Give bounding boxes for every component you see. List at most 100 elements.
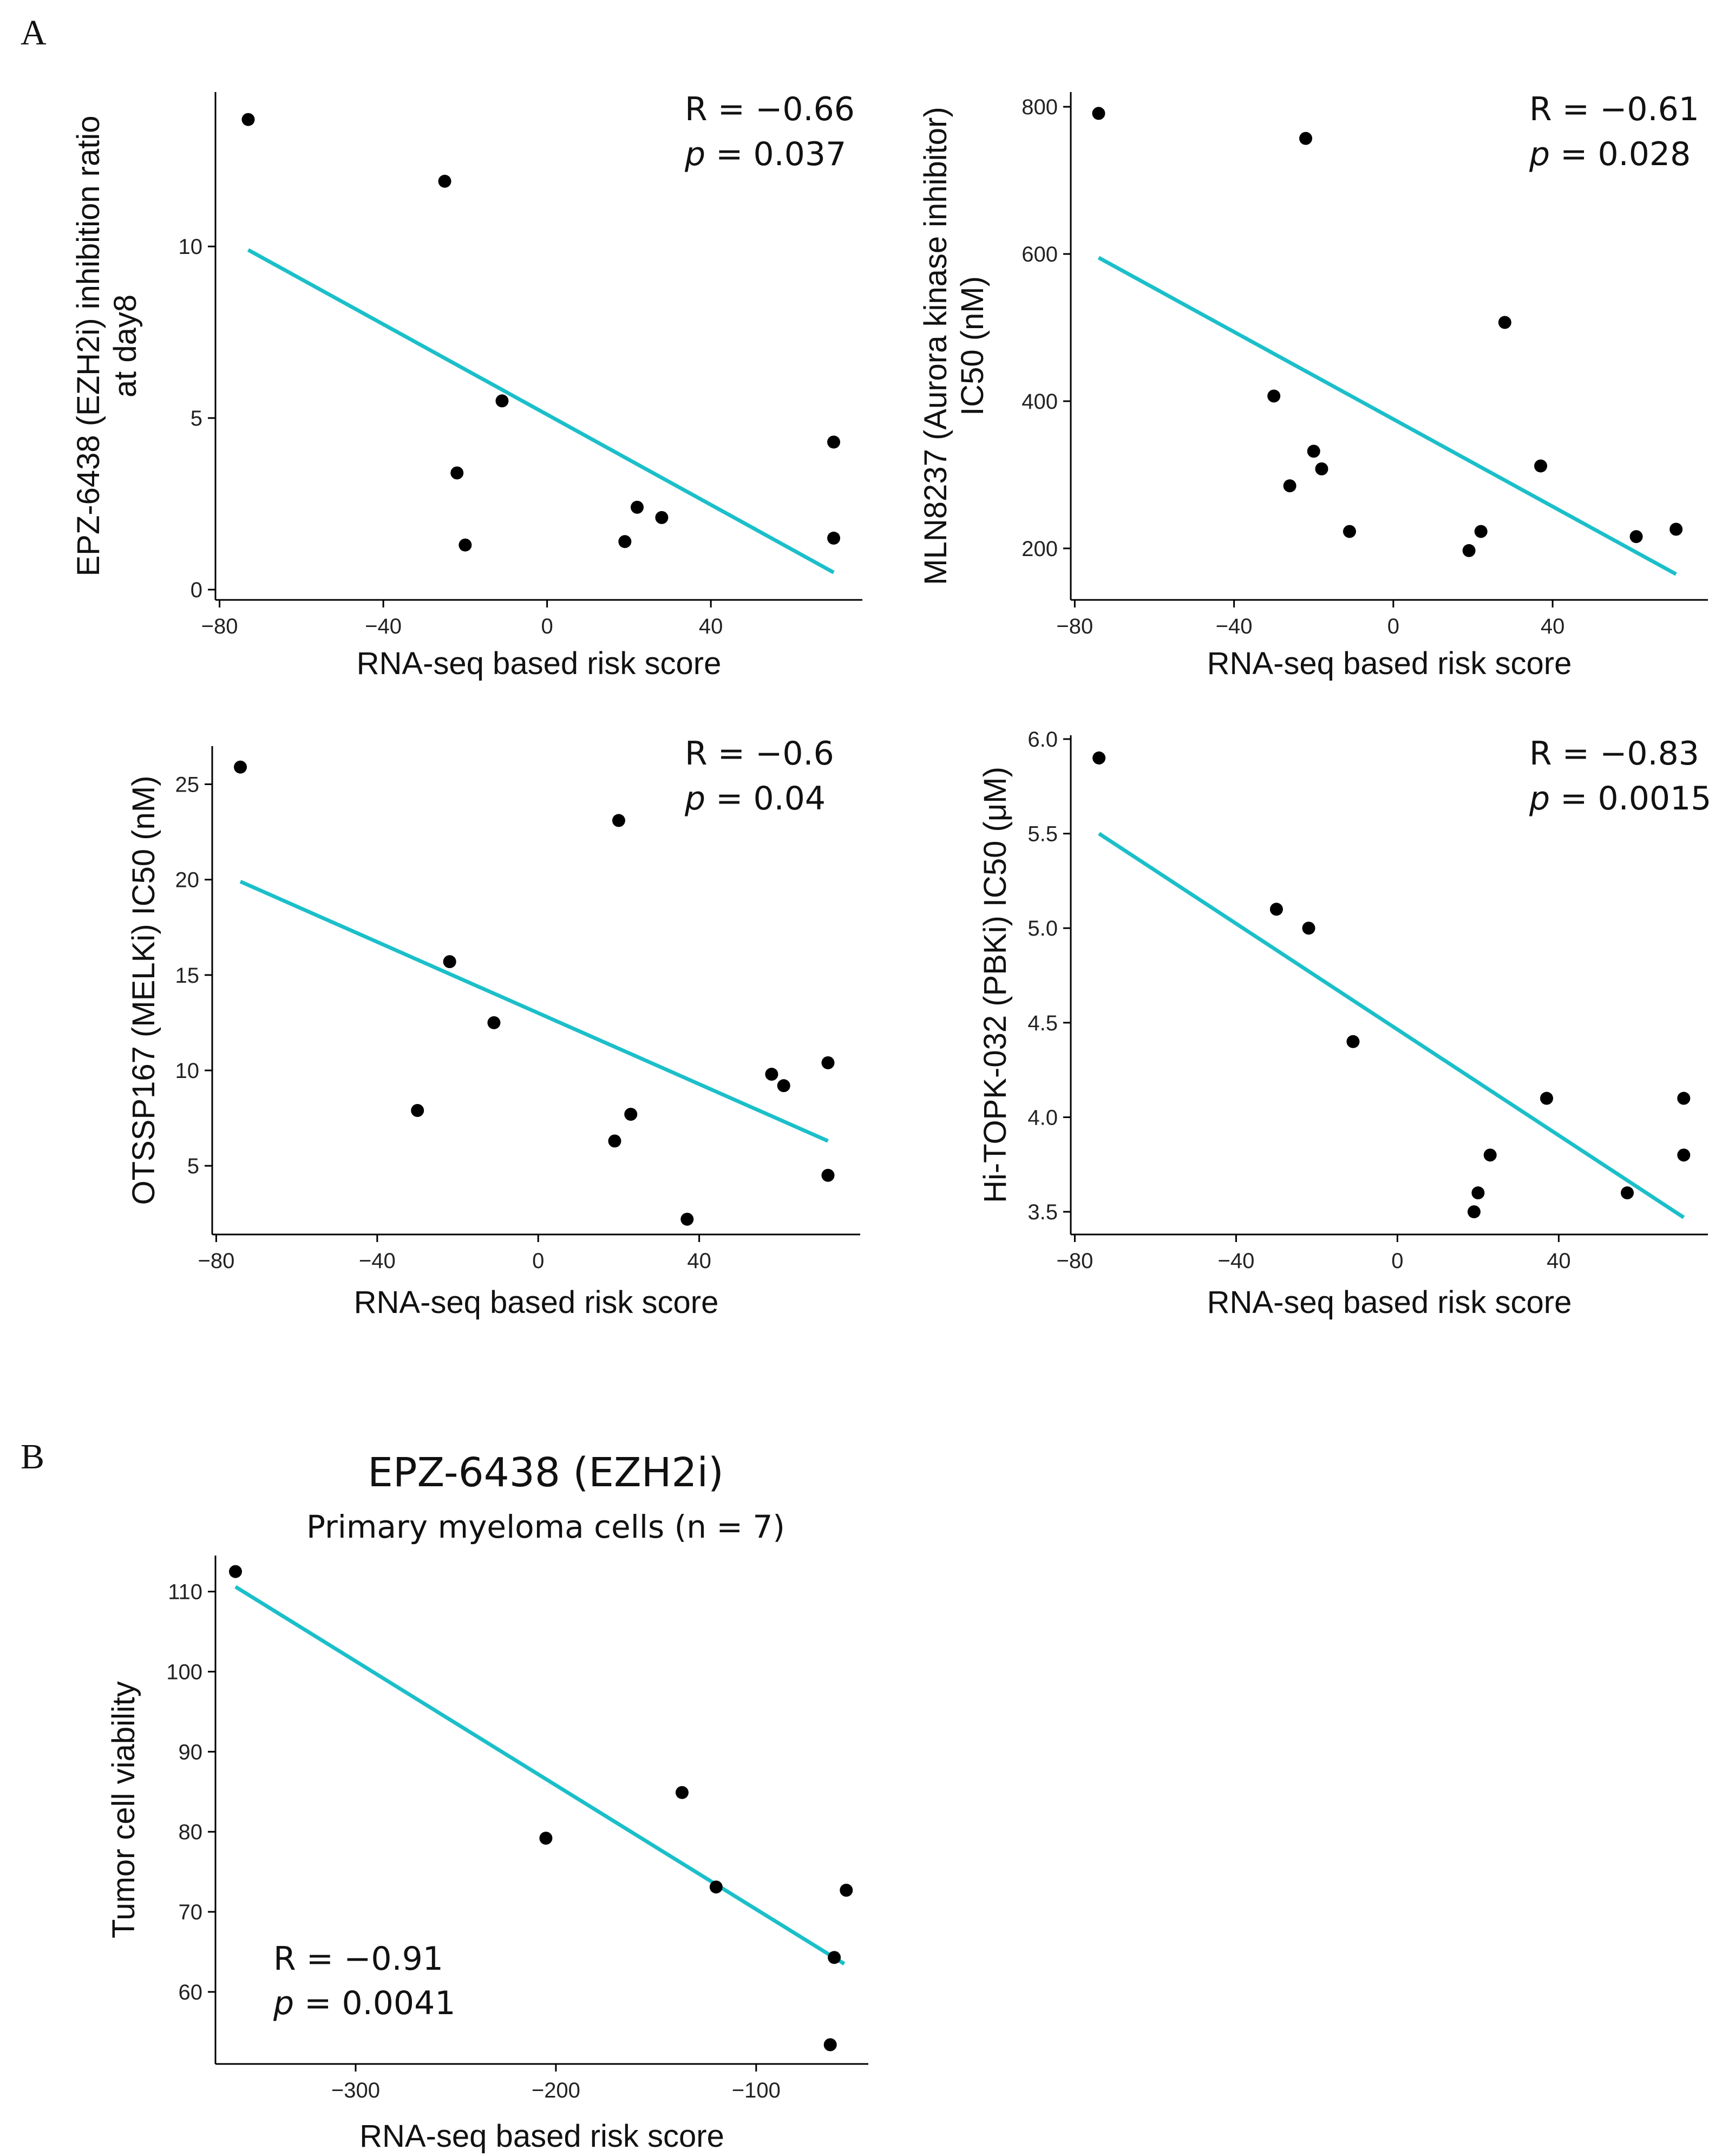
p-value: p = 0.04 xyxy=(684,780,826,818)
scatter-plot-hi-topk-ic50: −80 −40 0 40 3.5 4.0 4.5 5.0 5.5 6.0 RNA-seq based… xyxy=(978,728,1711,1320)
data-point xyxy=(680,1212,694,1226)
scatter-plot-ezh2i-inhibition: −80 −40 0 40 0 5 10 RNA-seq based risk score EPZ… xyxy=(71,90,862,681)
correlation-r: R = −0.91 xyxy=(273,1940,443,1978)
data-point xyxy=(840,1884,853,1897)
data-point xyxy=(1474,525,1488,538)
x-axis-title: RNA-seq based risk score xyxy=(359,2119,724,2154)
y-axis-title-line: Hi-TOPK-032 (PBKi) IC50 (μM) xyxy=(978,767,1013,1203)
scatter-plot-primary-myeloma-viability: −300 −200 −100 60 70 80 90 100 110 RNA-seq based … xyxy=(106,1449,868,2154)
p-symbol: p xyxy=(684,135,705,173)
data-point xyxy=(1092,107,1105,120)
data-point xyxy=(228,1565,242,1578)
data-point xyxy=(1677,1148,1691,1162)
y-tick-label: 400 xyxy=(1022,390,1058,414)
data-point xyxy=(1621,1186,1634,1200)
x-tick-label: 40 xyxy=(1547,1249,1571,1273)
y-axis-title-line: MLN8237 (Aurora kinase inhibitor) xyxy=(918,107,953,585)
data-point xyxy=(821,1168,835,1182)
x-tick-label: −80 xyxy=(201,615,238,638)
correlation-r: R = −0.6 xyxy=(685,735,834,773)
y-tick-label: 80 xyxy=(179,1820,203,1844)
y-tick-label: 200 xyxy=(1022,537,1058,561)
chart-subtitle: Primary myeloma cells (n = 7) xyxy=(306,1508,785,1545)
y-tick-label: 3.5 xyxy=(1027,1200,1058,1224)
data-point xyxy=(539,1831,553,1845)
data-point xyxy=(675,1786,689,1799)
data-point xyxy=(1315,462,1328,476)
data-point xyxy=(1343,525,1356,538)
p-symbol: p xyxy=(1529,780,1550,818)
x-tick-label: −300 xyxy=(331,2079,380,2102)
y-tick-label: 60 xyxy=(179,1981,203,2004)
y-tick-label: 5 xyxy=(187,1154,199,1178)
data-point xyxy=(827,531,841,545)
data-point xyxy=(443,955,456,969)
regression-line xyxy=(234,1585,846,1966)
y-axis-title: EPZ-6438 (EZH2i) inhibition ratioat day8 xyxy=(71,115,143,576)
panel-label-a: A xyxy=(21,13,47,53)
data-point xyxy=(1483,1148,1497,1162)
x-tick-label: 40 xyxy=(699,615,723,638)
p-symbol: p xyxy=(684,780,705,818)
panel-label-b: B xyxy=(21,1437,44,1476)
y-tick-label: 15 xyxy=(175,964,200,988)
y-axis-title-line: Tumor cell viability xyxy=(106,1681,141,1938)
y-tick-label: 110 xyxy=(168,1580,202,1604)
y-tick-label: 90 xyxy=(179,1740,203,1764)
y-axis-title-line: OTSSP167 (MELKi) IC50 (nM) xyxy=(126,776,161,1205)
y-tick-label: 5.0 xyxy=(1027,917,1058,940)
regression-line xyxy=(247,248,835,574)
x-tick-label: −200 xyxy=(532,2079,580,2102)
y-tick-label: 4.5 xyxy=(1027,1011,1058,1035)
y-tick-label: 5 xyxy=(191,407,202,430)
scatter-plot-otssp167-ic50: −80 −40 0 40 5 10 15 20 25 RNA-seq based risk sco… xyxy=(126,735,860,1320)
y-axis-title: OTSSP167 (MELKi) IC50 (nM) xyxy=(126,776,161,1205)
x-tick-label: 0 xyxy=(532,1249,544,1273)
y-tick-label: 10 xyxy=(175,1059,200,1083)
p-value-number: = 0.0015 xyxy=(1550,780,1711,818)
x-tick-label: −80 xyxy=(198,1249,235,1273)
data-point xyxy=(241,113,255,126)
data-point xyxy=(709,1880,723,1894)
y-tick-label: 6.0 xyxy=(1027,728,1058,752)
p-value-number: = 0.0041 xyxy=(294,1984,455,2022)
data-point xyxy=(612,814,625,827)
x-axis-title: RNA-seq based risk score xyxy=(354,1285,719,1320)
data-point xyxy=(411,1103,424,1117)
data-point xyxy=(1540,1092,1554,1105)
y-axis-title: Hi-TOPK-032 (PBKi) IC50 (μM) xyxy=(978,767,1013,1203)
chart-title: EPZ-6438 (EZH2i) xyxy=(368,1449,724,1496)
x-tick-label: 40 xyxy=(687,1249,711,1273)
data-point xyxy=(631,500,644,514)
x-tick-label: −100 xyxy=(732,2079,781,2102)
regression-line xyxy=(1098,832,1685,1219)
data-point xyxy=(765,1068,778,1081)
y-tick-label: 0 xyxy=(191,578,202,602)
data-point xyxy=(487,1016,501,1029)
data-point xyxy=(459,538,472,552)
x-tick-label: −40 xyxy=(1216,615,1253,638)
p-value: p = 0.037 xyxy=(684,135,846,173)
regression-line xyxy=(1097,256,1677,576)
data-point xyxy=(777,1079,790,1093)
y-tick-label: 800 xyxy=(1022,95,1058,119)
y-tick-label: 4.0 xyxy=(1027,1106,1058,1129)
data-point xyxy=(1669,522,1683,536)
correlation-r: R = −0.66 xyxy=(685,90,855,128)
data-point xyxy=(234,760,247,774)
data-point xyxy=(624,1108,638,1121)
scatter-plot-mln8237-ic50: −80 −40 0 40 200 400 600 800 RNA-seq based risk … xyxy=(918,90,1708,681)
y-axis-title-line: EPZ-6438 (EZH2i) inhibition ratio xyxy=(71,115,106,576)
data-point xyxy=(438,174,451,188)
x-tick-label: 0 xyxy=(1391,1249,1403,1273)
x-axis-title: RNA-seq based risk score xyxy=(357,646,722,681)
y-axis-title-line: IC50 (nM) xyxy=(955,276,990,416)
data-point xyxy=(1269,903,1283,916)
p-value-number: = 0.04 xyxy=(705,780,826,818)
y-tick-label: 70 xyxy=(179,1900,203,1924)
data-point xyxy=(495,394,509,408)
data-point xyxy=(655,511,669,524)
data-point xyxy=(1267,389,1281,403)
data-point xyxy=(1283,479,1297,493)
data-point xyxy=(828,1951,841,1964)
